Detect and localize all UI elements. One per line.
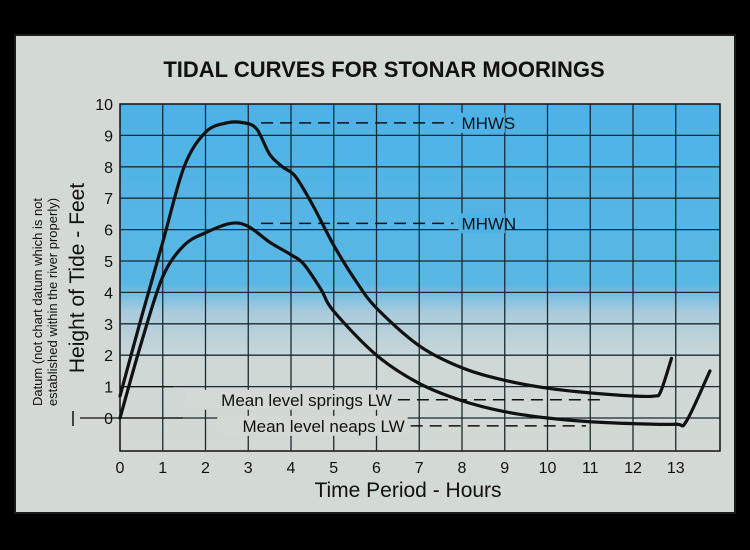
y-tick-label: 10 — [95, 97, 113, 114]
y-tick-label: 4 — [104, 285, 113, 302]
x-tick-label: 10 — [539, 460, 557, 477]
x-tick-label: 4 — [287, 460, 296, 477]
y-tick-label: 1 — [104, 380, 113, 397]
label-background — [185, 389, 395, 410]
chart-title: TIDAL CURVES FOR STONAR MOORINGS — [163, 57, 604, 82]
x-tick-label: 11 — [582, 460, 599, 477]
x-tick-labels: 0 1 2 3 4 5 6 7 8 9 10 11 12 13 — [116, 460, 685, 477]
y-axis-note-line-2: established within the river properly) — [45, 198, 60, 406]
x-tick-label: 9 — [500, 460, 509, 477]
label-background — [458, 112, 505, 133]
level-label: Mean level springs LW — [221, 391, 392, 410]
y-tick-label: 3 — [104, 317, 113, 334]
label-background — [217, 415, 408, 436]
x-tick-label: 12 — [624, 460, 642, 477]
y-axis-note-line-1: Datum (not chart datum which is not — [30, 198, 45, 406]
x-tick-label: 3 — [244, 460, 253, 477]
x-tick-label: 7 — [415, 460, 424, 477]
label-background — [458, 213, 505, 234]
y-tick-label: 6 — [104, 223, 113, 240]
y-tick-label: 9 — [104, 128, 113, 145]
level-label: Mean level neaps LW — [242, 417, 404, 436]
x-tick-label: 0 — [116, 460, 125, 477]
y-tick-label: 2 — [104, 348, 113, 365]
x-tick-label: 5 — [329, 460, 338, 477]
y-axis-label: Height of Tide - Feet — [66, 183, 89, 373]
x-tick-label: 2 — [201, 460, 210, 477]
level-label: MHWS — [461, 114, 515, 133]
y-tick-label: 8 — [104, 160, 113, 177]
x-tick-label: 1 — [158, 460, 167, 477]
y-tick-label: 0 — [104, 411, 113, 428]
x-tick-label: 13 — [667, 460, 685, 477]
x-tick-label: 8 — [458, 460, 467, 477]
neaps-curve — [118, 221, 712, 428]
y-tick-label: 5 — [104, 254, 113, 271]
y-tick-label: 7 — [104, 191, 113, 208]
springs-curve — [118, 120, 674, 399]
level-label: MHWN — [461, 214, 516, 233]
x-tick-label: 6 — [372, 460, 381, 477]
x-axis-label: Time Period - Hours — [314, 479, 501, 502]
annotations: MHWS MHWN Mean level springs LW Mean level … — [80, 112, 604, 436]
series-lines — [118, 120, 712, 428]
